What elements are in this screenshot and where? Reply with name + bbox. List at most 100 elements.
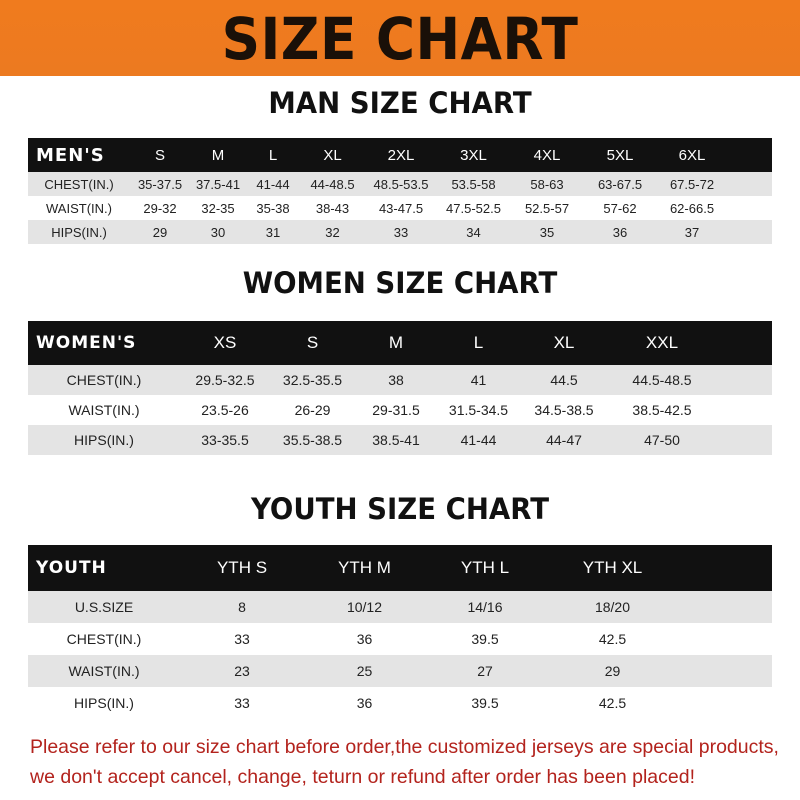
measurement-value: 41 <box>437 365 520 395</box>
table-row: WAIST(IN.) 29-32 32-35 35-38 38-43 43-47.5 47.… <box>28 196 772 220</box>
measurement-label: HIPS(IN.) <box>28 220 130 244</box>
men-section-title: MAN SIZE CHART <box>268 86 532 120</box>
header-spacer <box>680 545 772 591</box>
measurement-value: 18/20 <box>545 591 680 623</box>
measurement-value: 36 <box>356 631 373 647</box>
table-row: HIPS(IN.) 33-35.5 35.5-38.5 38.5-41 41-44 44-… <box>28 425 772 455</box>
size-header: L <box>437 321 520 365</box>
measurement-value: 35-37.5 <box>130 172 190 196</box>
measurement-value: 33 <box>365 220 437 244</box>
measurement-value: 33-35.5 <box>180 425 270 455</box>
order-notice-line-2: we don't accept cancel, change, teturn o… <box>30 766 695 788</box>
measurement-value: 27 <box>425 655 545 687</box>
size-header: YTH XL <box>545 545 680 591</box>
table-row: HIPS(IN.) 29 30 31 32 33 34 35 36 37 <box>28 220 772 244</box>
measurement-value: 44-47 <box>520 425 608 455</box>
measurement-value: 37 <box>656 220 728 244</box>
cell-spacer <box>716 395 772 425</box>
size-header: XS <box>180 321 270 365</box>
youth-header-row: YOUTH YTH S YTH M YTH L YTH XL <box>28 545 772 591</box>
measurement-label: HIPS(IN.) <box>28 425 180 455</box>
measurement-value: 42.5 <box>598 695 627 711</box>
youth-section-title: YOUTH SIZE CHART <box>250 492 550 526</box>
size-header: 3XL <box>437 138 510 172</box>
measurement-value: 42.5 <box>598 631 627 647</box>
cell-spacer <box>680 591 772 623</box>
header-spacer <box>728 138 772 172</box>
cell-spacer <box>680 655 772 687</box>
header-spacer <box>716 321 772 365</box>
measurement-value: 44.5-48.5 <box>608 365 716 395</box>
measurement-value: 26-29 <box>294 402 331 418</box>
measurement-value: 32 <box>300 220 365 244</box>
table-row: WAIST(IN.) 23.5-26 26-29 29-31.5 31.5-34.5 34… <box>28 395 772 425</box>
men-header-row: MEN'S S M L XL 2XL 3XL 4XL 5XL 6XL <box>28 138 772 172</box>
table-row: HIPS(IN.) 33 36 39.5 42.5 <box>28 687 772 719</box>
measurement-value: 57-62 <box>603 200 637 216</box>
men-header-label: MEN'S <box>28 138 130 172</box>
measurement-value: 38.5-42.5 <box>632 402 692 418</box>
measurement-value: 48.5-53.5 <box>365 172 437 196</box>
measurement-value: 35 <box>510 220 584 244</box>
table-row: CHEST(IN.) 35-37.5 37.5-41 41-44 44-48.5 48.5… <box>28 172 772 196</box>
order-notice-line-1: Please refer to our size chart before or… <box>30 736 779 758</box>
measurement-value: 31.5-34.5 <box>448 402 509 418</box>
measurement-value: 32-35 <box>201 200 235 216</box>
size-header: 5XL <box>584 138 656 172</box>
measurement-value: 33 <box>234 631 250 647</box>
size-header: YTH S <box>180 545 304 591</box>
measurement-value: 29 <box>545 655 680 687</box>
measurement-value: 23 <box>180 655 304 687</box>
size-header: YTH L <box>425 545 545 591</box>
measurement-label: U.S.SIZE <box>28 591 180 623</box>
measurement-value: 30 <box>190 220 246 244</box>
size-header: M <box>355 321 437 365</box>
measurement-value: 58-63 <box>510 172 584 196</box>
measurement-value: 39.5 <box>471 695 499 711</box>
measurement-value: 34 <box>437 220 510 244</box>
measurement-value: 53.5-58 <box>437 172 510 196</box>
cell-spacer <box>728 220 772 244</box>
measurement-value: 29-32 <box>143 200 177 216</box>
measurement-value: 41-44 <box>246 172 300 196</box>
table-row: CHEST(IN.) 29.5-32.5 32.5-35.5 38 41 44.5 44.5… <box>28 365 772 395</box>
measurement-value: 35.5-38.5 <box>270 425 355 455</box>
women-header-label: WOMEN'S <box>28 321 180 365</box>
measurement-value: 29.5-32.5 <box>180 365 270 395</box>
measurement-label: CHEST(IN.) <box>28 365 180 395</box>
measurement-value: 14/16 <box>425 591 545 623</box>
size-header: 2XL <box>365 138 437 172</box>
size-header: YTH M <box>304 545 425 591</box>
measurement-value: 33 <box>234 695 250 711</box>
cell-spacer <box>680 623 772 655</box>
measurement-value: 37.5-41 <box>190 172 246 196</box>
size-header: XL <box>300 138 365 172</box>
size-header: M <box>190 138 246 172</box>
title-banner: SIZE CHART <box>0 0 800 76</box>
measurement-value: 43-47.5 <box>378 200 424 216</box>
size-header: S <box>270 321 355 365</box>
measurement-value: 36 <box>584 220 656 244</box>
table-row: U.S.SIZE 8 10/12 14/16 18/20 <box>28 591 772 623</box>
measurement-value: 39.5 <box>471 631 499 647</box>
cell-spacer <box>728 196 772 220</box>
cell-spacer <box>680 687 772 719</box>
measurement-value: 52.5-57 <box>524 200 570 216</box>
page-title: SIZE CHART <box>221 5 579 73</box>
measurement-value: 67.5-72 <box>656 172 728 196</box>
measurement-value: 47.5-52.5 <box>446 200 501 216</box>
measurement-value: 29-31.5 <box>372 402 420 418</box>
measurement-value: 31 <box>246 220 300 244</box>
table-row: CHEST(IN.) 33 36 39.5 42.5 <box>28 623 772 655</box>
table-row: WAIST(IN.) 23 25 27 29 <box>28 655 772 687</box>
women-section-title: WOMEN SIZE CHART <box>242 266 558 300</box>
size-header: 6XL <box>656 138 728 172</box>
youth-size-table: YOUTH YTH S YTH M YTH L YTH XL U.S.SIZE 8 10/12… <box>28 545 772 719</box>
measurement-label: CHEST(IN.) <box>66 631 142 647</box>
measurement-label: WAIST(IN.) <box>68 402 140 418</box>
measurement-value: 63-67.5 <box>584 172 656 196</box>
cell-spacer <box>716 425 772 455</box>
measurement-value: 36 <box>356 695 373 711</box>
measurement-value: 29 <box>130 220 190 244</box>
measurement-value: 34.5-38.5 <box>534 402 594 418</box>
